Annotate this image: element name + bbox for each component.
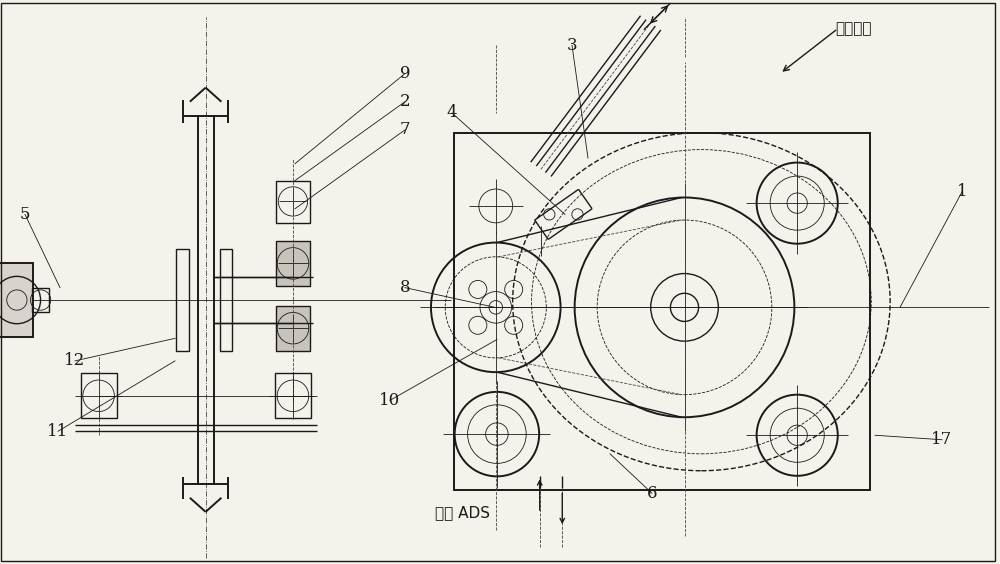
Text: 8: 8 bbox=[400, 279, 410, 296]
Text: 7: 7 bbox=[400, 121, 410, 138]
Text: 3: 3 bbox=[567, 37, 577, 54]
Text: 5: 5 bbox=[20, 206, 30, 223]
Bar bbox=[276, 306, 310, 351]
Bar bbox=[454, 133, 870, 491]
Bar bbox=[275, 373, 311, 418]
Bar bbox=[276, 241, 310, 286]
Bar bbox=[276, 180, 310, 223]
Text: 17: 17 bbox=[931, 431, 953, 448]
Text: 12: 12 bbox=[64, 352, 86, 369]
Text: 6: 6 bbox=[647, 485, 657, 502]
Text: 1: 1 bbox=[957, 183, 967, 200]
Text: 通向 ADS: 通向 ADS bbox=[435, 505, 490, 521]
Text: 11: 11 bbox=[47, 423, 69, 440]
Bar bbox=[32, 288, 49, 312]
Text: 2: 2 bbox=[400, 93, 410, 110]
Bar bbox=[81, 373, 117, 418]
Text: 通向卷筒: 通向卷筒 bbox=[835, 21, 872, 36]
Bar bbox=[0, 263, 33, 337]
Text: 10: 10 bbox=[379, 392, 401, 409]
Bar bbox=[220, 249, 232, 351]
Text: 4: 4 bbox=[447, 104, 457, 121]
Bar bbox=[176, 249, 189, 351]
Text: 9: 9 bbox=[400, 65, 410, 82]
